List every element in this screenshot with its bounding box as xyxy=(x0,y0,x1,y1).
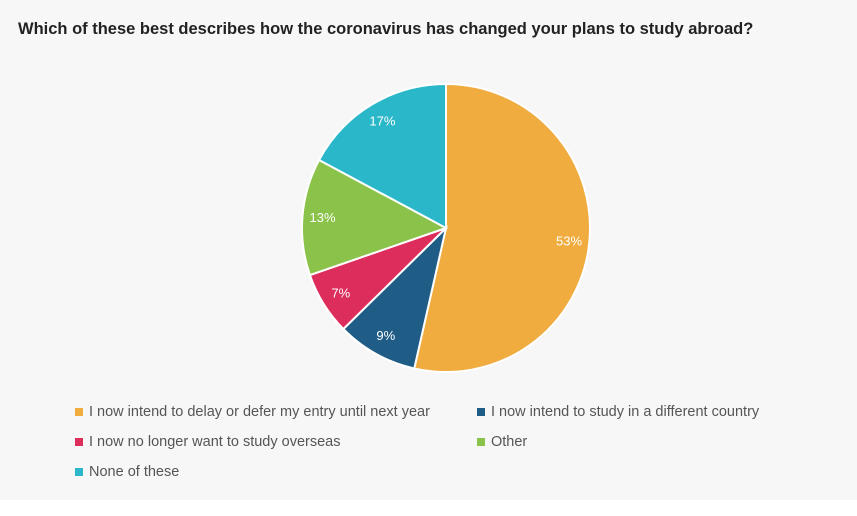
pie-slice-other xyxy=(301,158,449,277)
legend-item-other: Other xyxy=(477,434,527,450)
slice-label-no-longer: 7% xyxy=(331,285,350,300)
legend-swatch-different-country xyxy=(477,408,485,416)
chart-title: Which of these best describes how the co… xyxy=(18,20,754,38)
slice-label-delay: 53% xyxy=(556,234,582,249)
pie-slice-none xyxy=(317,82,447,230)
legend-label-different-country: I now intend to study in a different cou… xyxy=(491,404,760,420)
legend-swatch-other xyxy=(477,438,485,446)
legend-label-delay: I now intend to delay or defer my entry … xyxy=(89,404,430,420)
legend-item-delay: I now intend to delay or defer my entry … xyxy=(75,404,430,420)
legend-item-different-country: I now intend to study in a different cou… xyxy=(477,404,759,420)
legend-swatch-no-longer xyxy=(75,438,83,446)
slice-label-none: 17% xyxy=(369,114,395,129)
slice-label-other: 13% xyxy=(310,210,336,225)
pie-chart: 53% 9% 7% 13% 17% xyxy=(301,82,591,373)
slice-label-different-country: 9% xyxy=(376,328,395,343)
legend-item-none: None of these xyxy=(75,464,179,480)
legend-swatch-none xyxy=(75,468,83,476)
pie-slice-different-country xyxy=(341,224,448,370)
legend-swatch-delay xyxy=(75,408,83,416)
pie-slice-delay xyxy=(413,82,591,373)
legend-label-other: Other xyxy=(491,434,528,450)
legend-label-no-longer: I now no longer want to study overseas xyxy=(89,434,341,450)
legend-item-no-longer: I now no longer want to study overseas xyxy=(75,434,340,450)
legend-label-none: None of these xyxy=(89,464,180,480)
